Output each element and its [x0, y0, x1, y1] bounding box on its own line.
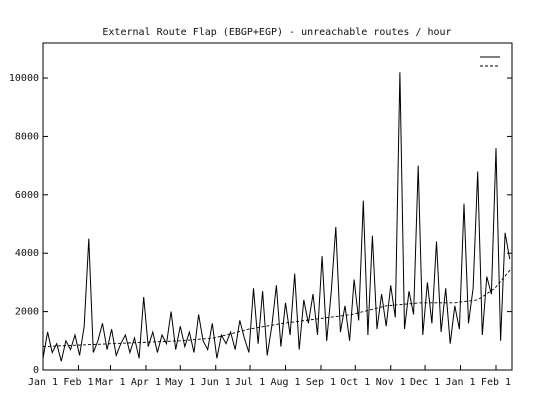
y-tick-label: 4000 [15, 248, 39, 259]
x-tick-label: Apr 1 [131, 377, 161, 388]
x-tick-label: Jun 1 [201, 377, 231, 388]
x-tick-label: Mar 1 [95, 377, 125, 388]
y-tick-label: 2000 [15, 307, 39, 318]
plot-frame [42, 42, 513, 371]
series-line [42, 267, 513, 348]
series-line [42, 72, 511, 362]
x-tick-label: Jan 1 [28, 377, 58, 388]
x-tick-label: Aug 1 [270, 377, 300, 388]
y-tick-label: 6000 [15, 190, 39, 201]
x-tick-label: Jan 1 [445, 377, 475, 388]
x-tick-label: May 1 [165, 377, 195, 388]
y-tick-label: 8000 [15, 131, 39, 142]
x-tick-label: Oct 1 [340, 377, 370, 388]
x-tick-label: Nov 1 [376, 377, 406, 388]
y-tick-label: 10000 [9, 73, 39, 84]
y-tick-label: 0 [33, 365, 39, 376]
chart-title: External Route Flap (EBGP+EGP) - unreach… [102, 27, 451, 38]
x-tick-label: Dec 1 [410, 377, 440, 388]
x-tick-label: Feb 1 [481, 377, 511, 388]
x-tick-label: Feb 1 [63, 377, 93, 388]
x-tick-label: Jul 1 [235, 377, 265, 388]
x-tick-label: Sep 1 [306, 377, 336, 388]
